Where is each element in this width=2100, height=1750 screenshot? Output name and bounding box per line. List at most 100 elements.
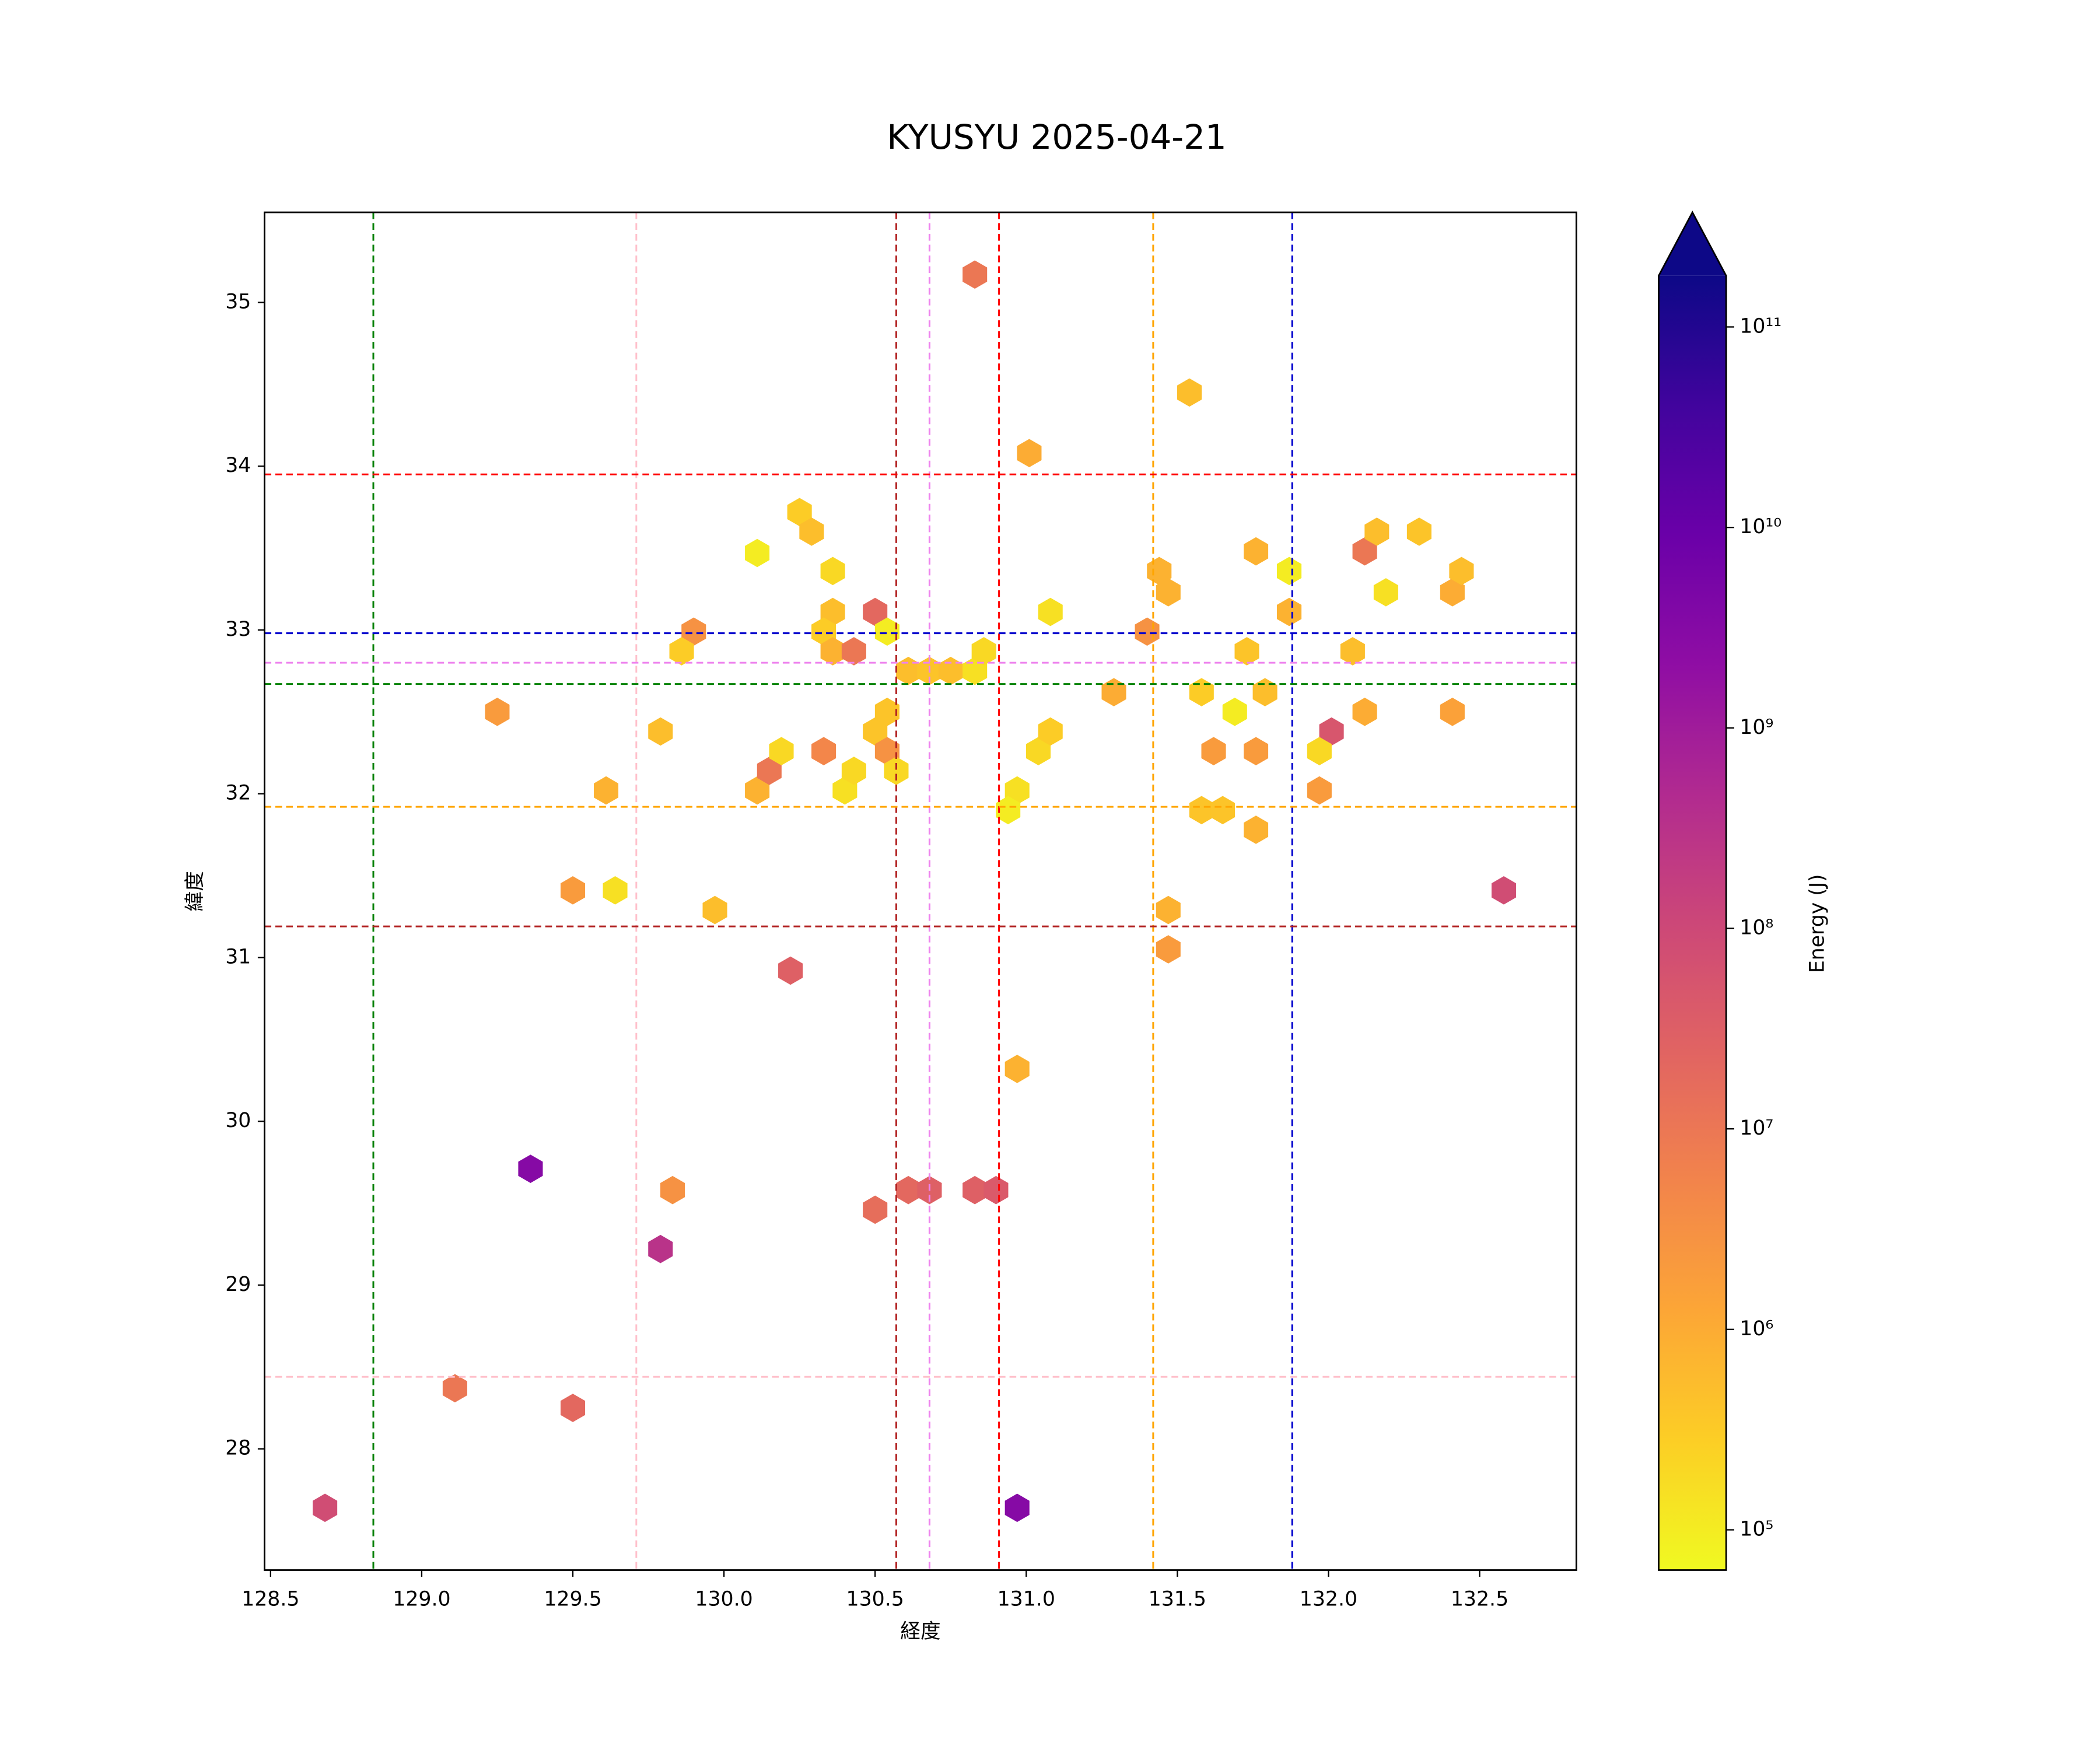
hexbin-cell: [1277, 556, 1302, 586]
hexbin-cell: [1210, 796, 1236, 825]
hexbin-cell: [863, 717, 888, 746]
y-tick-label: 34: [225, 454, 251, 477]
hexbin-cell: [560, 1394, 586, 1422]
hexbin-cell: [757, 757, 782, 785]
hexbin-cell: [874, 737, 900, 765]
hexbin-cell: [778, 956, 803, 985]
hexbin-cell: [1352, 698, 1377, 726]
hexbin-cell: [863, 1195, 888, 1224]
hexbin-cell: [603, 876, 628, 905]
hexbin-cell: [896, 1175, 921, 1205]
hexbin-cell: [1364, 517, 1390, 546]
colorbar-frame: [1658, 211, 1727, 1571]
colorbar-tick-label: 10⁹: [1740, 716, 1773, 739]
x-tick-label: 131.5: [1149, 1587, 1206, 1611]
hexbin-cell: [1307, 776, 1332, 805]
plot-area: [264, 212, 1577, 1570]
hexbin-cell: [745, 538, 770, 568]
hexbin-cell: [1340, 637, 1365, 666]
hexbin-cell: [1156, 578, 1181, 607]
hexbin-cell: [681, 617, 706, 646]
hexbin-cell: [1252, 678, 1278, 706]
x-tick-label: 129.5: [544, 1587, 601, 1611]
hexbin-cell: [593, 776, 619, 805]
hexbin-cell: [648, 1234, 673, 1264]
x-tick-label: 132.5: [1451, 1587, 1508, 1611]
y-tick-label: 31: [225, 945, 251, 968]
hexbin-cell: [963, 656, 988, 685]
chart-title: KYUSYU 2025-04-21: [887, 117, 1226, 157]
hexbin-cell: [971, 637, 996, 666]
hexbin-cell: [1005, 1493, 1030, 1522]
colorbar-tick-label: 10⁵: [1740, 1518, 1773, 1541]
hexbin-cell: [884, 757, 909, 785]
colorbar-tick-label: 10¹¹: [1740, 314, 1782, 338]
hexbin-cell: [938, 656, 963, 685]
hexbin-cell: [660, 1175, 685, 1205]
hexbin-cell: [799, 517, 824, 546]
hexbin-cell: [1156, 895, 1181, 925]
hexbin-cell: [745, 776, 770, 805]
hexbin-cell: [1234, 637, 1259, 666]
hexbin-cell: [485, 698, 510, 726]
hexbin-cell: [1038, 717, 1063, 746]
y-tick-label: 30: [225, 1109, 251, 1132]
hexbin-cell: [1201, 737, 1226, 765]
hexbin-cell: [963, 1175, 988, 1205]
y-tick-label: 28: [225, 1437, 251, 1460]
hexbin-cell: [1319, 717, 1344, 746]
colorbar: [1658, 275, 1727, 1570]
colorbar-extend: [1658, 212, 1727, 276]
hexbin-cell: [896, 656, 921, 685]
hexbin-cell: [1135, 617, 1160, 646]
hexbin-cell: [1222, 698, 1247, 726]
x-tick-label: 128.5: [242, 1587, 299, 1611]
hexbin-cell: [841, 637, 866, 666]
y-tick-label: 32: [225, 782, 251, 805]
x-tick-label: 131.0: [998, 1587, 1055, 1611]
hexbin-cell: [648, 717, 673, 746]
hexbin-cell: [1101, 678, 1126, 706]
hexbin-cell: [702, 895, 727, 925]
hexbin-cell: [820, 597, 845, 626]
hexbin-cell: [984, 1175, 1009, 1205]
plot-frame: [264, 211, 1577, 1571]
hexbin-cell: [1038, 597, 1063, 626]
hexbin-cell: [874, 698, 900, 726]
hexbin-cell: [963, 260, 988, 289]
y-tick-label: 33: [225, 618, 251, 641]
hexbin-cell: [1177, 378, 1202, 407]
y-tick-label: 35: [225, 290, 251, 313]
hexbin-cell: [1005, 776, 1030, 805]
hexbin-cell: [769, 737, 794, 765]
colorbar-label: Energy (J): [1805, 874, 1829, 973]
y-tick-label: 29: [225, 1273, 251, 1296]
hexbin-cell: [1440, 698, 1465, 726]
hexbin-cell: [1277, 597, 1302, 626]
colorbar-tick-label: 10⁸: [1740, 916, 1773, 940]
x-tick-label: 129.0: [393, 1587, 450, 1611]
x-axis-label: 経度: [900, 1620, 940, 1643]
hexbin-cell: [1352, 537, 1377, 566]
hexbin-cell: [313, 1493, 338, 1522]
hexbin-cell: [1449, 556, 1474, 586]
colorbar-tick-label: 10¹⁰: [1740, 515, 1782, 538]
hexbin-cell: [1440, 578, 1465, 607]
hexbin-cell: [1307, 737, 1332, 765]
hexbin-cell: [1017, 439, 1042, 468]
hexbin-cell: [1189, 796, 1214, 825]
hexbin-cell: [518, 1154, 543, 1183]
hexbin-cell: [811, 737, 836, 765]
x-tick-label: 132.0: [1300, 1587, 1357, 1611]
hexbin-cell: [820, 637, 845, 666]
hexbin-cell: [1244, 816, 1269, 844]
hexbin-cell: [820, 556, 845, 586]
hexbin-cell: [863, 597, 888, 626]
hexbin-cell: [669, 637, 694, 666]
hexbin-cell: [1005, 1055, 1030, 1083]
hexbin-cell: [832, 776, 858, 805]
hexbin-cell: [841, 757, 866, 785]
hexbin-cell: [1026, 737, 1051, 765]
hexbin-cell: [1156, 935, 1181, 964]
